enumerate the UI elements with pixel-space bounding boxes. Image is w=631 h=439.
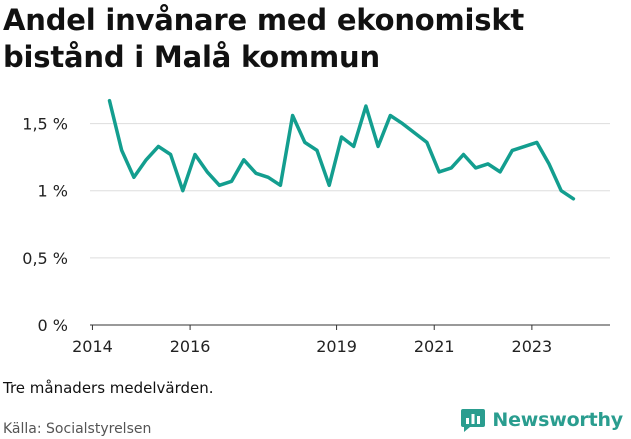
data-point	[498, 170, 502, 174]
data-point	[193, 153, 197, 156]
data-point	[108, 99, 111, 102]
data-point	[572, 197, 575, 200]
data-point	[120, 149, 123, 152]
x-tick-label: 2014	[72, 337, 113, 356]
y-tick-label: 1,5 %	[22, 115, 68, 134]
chart-title-line-1: Andel invånare med ekonomiskt	[3, 3, 525, 37]
x-axis-tick-labels: 2014 2016 2019 2021 2023	[72, 337, 552, 356]
data-point	[328, 184, 331, 187]
data-point	[401, 122, 404, 125]
data-point	[523, 145, 526, 148]
source-credit: Källa: Socialstyrelsen	[3, 421, 152, 437]
data-point	[230, 180, 233, 183]
x-tick-label: 2021	[414, 337, 455, 356]
x-axis	[90, 324, 610, 330]
data-point	[376, 145, 380, 148]
gridlines	[90, 123, 610, 259]
data-point	[474, 166, 477, 170]
y-tick-label: 0,5 %	[22, 249, 68, 268]
data-point	[169, 153, 172, 156]
x-tick-label: 2019	[316, 337, 357, 356]
y-axis-tick-labels: 0 % 0,5 % 1 % 1,5 %	[22, 115, 68, 335]
data-point	[267, 176, 270, 179]
data-point	[279, 184, 282, 187]
data-point	[144, 158, 148, 162]
data-point	[389, 114, 392, 117]
data-point	[132, 176, 136, 179]
data-point	[157, 145, 160, 148]
data-point	[218, 184, 221, 187]
data-point	[254, 172, 258, 175]
data-point	[486, 162, 490, 166]
data-point	[559, 189, 563, 192]
data-point	[511, 149, 514, 152]
data-point	[364, 104, 368, 108]
data-point	[462, 153, 465, 156]
data-point	[547, 162, 551, 166]
line-chart: 0 % 0,5 % 1 % 1,5 % 2014 2016 2019 2021 2023	[22, 98, 610, 356]
series	[107, 98, 576, 201]
data-point	[291, 114, 294, 117]
data-point	[413, 131, 416, 135]
series-line	[107, 98, 576, 201]
x-tick-label: 2023	[512, 337, 553, 356]
data-point	[450, 166, 453, 170]
data-point	[242, 158, 246, 162]
y-tick-label: 1 %	[38, 182, 68, 201]
data-point	[315, 149, 319, 152]
newsworthy-chat-chart-icon	[461, 409, 486, 432]
brand-name: Newsworthy	[492, 409, 623, 431]
data-point	[425, 141, 429, 144]
data-point	[352, 145, 355, 148]
chart-note: Tre månaders medelvärden.	[3, 379, 214, 397]
chart-title-line-2: bistånd i Malå kommun	[3, 40, 380, 74]
x-tick-label: 2016	[170, 337, 211, 356]
data-point	[205, 170, 209, 174]
data-point	[340, 135, 343, 139]
data-point	[181, 189, 184, 192]
data-point	[303, 141, 307, 144]
chart-title: Andel invånare med ekonomiskt bistånd i …	[3, 2, 623, 76]
data-point	[437, 170, 441, 174]
data-point	[535, 141, 538, 144]
y-tick-label: 0 %	[38, 316, 68, 335]
newsworthy-logo: Newsworthy	[460, 407, 623, 433]
